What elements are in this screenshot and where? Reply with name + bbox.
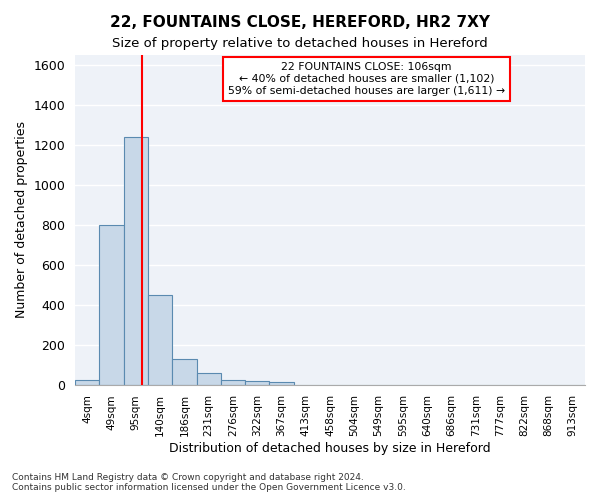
Bar — [221, 380, 245, 384]
Bar — [269, 382, 293, 384]
Bar — [148, 294, 172, 384]
Y-axis label: Number of detached properties: Number of detached properties — [15, 122, 28, 318]
Bar — [245, 381, 269, 384]
Bar — [75, 380, 100, 384]
Bar — [197, 372, 221, 384]
Text: Contains HM Land Registry data © Crown copyright and database right 2024.
Contai: Contains HM Land Registry data © Crown c… — [12, 473, 406, 492]
Bar — [124, 137, 148, 384]
X-axis label: Distribution of detached houses by size in Hereford: Distribution of detached houses by size … — [169, 442, 491, 455]
Text: 22, FOUNTAINS CLOSE, HEREFORD, HR2 7XY: 22, FOUNTAINS CLOSE, HEREFORD, HR2 7XY — [110, 15, 490, 30]
Text: Size of property relative to detached houses in Hereford: Size of property relative to detached ho… — [112, 38, 488, 51]
Text: 22 FOUNTAINS CLOSE: 106sqm
← 40% of detached houses are smaller (1,102)
59% of s: 22 FOUNTAINS CLOSE: 106sqm ← 40% of deta… — [228, 62, 505, 96]
Bar — [172, 358, 197, 384]
Bar — [100, 225, 124, 384]
